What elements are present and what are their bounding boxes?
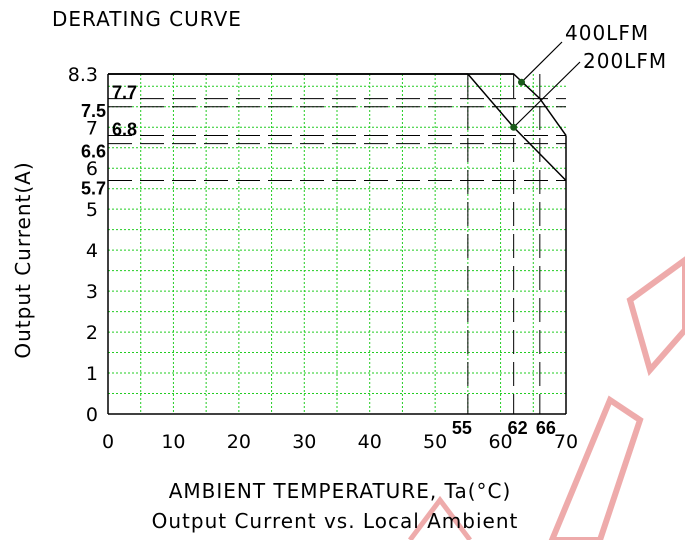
reference-label-y: 7.7	[112, 83, 137, 103]
x-tick-label: 70	[554, 431, 578, 453]
legend-callouts: 400LFM 200LFM	[510, 21, 667, 131]
callout-leader-200lfm	[513, 61, 581, 128]
y-tick-label: 1	[86, 363, 98, 385]
reference-label-y: 6.6	[81, 142, 106, 162]
watermark-shape	[548, 395, 644, 540]
watermark-shape	[626, 256, 685, 377]
reference-label-x: 55	[452, 418, 472, 438]
derating-curves	[108, 73, 567, 182]
callout-dot-200lfm	[510, 123, 518, 131]
callout-leader-400lfm	[521, 41, 563, 83]
y-tick-label: 3	[86, 281, 98, 303]
y-tick-label: 5	[86, 199, 98, 221]
reference-label-y: 7.5	[81, 101, 106, 121]
watermark	[408, 256, 685, 540]
x-tick-label: 40	[358, 431, 382, 453]
y-tick-label: 4	[86, 240, 98, 262]
legend-label-400lfm: 400LFM	[565, 21, 649, 45]
y-tick-label: 7	[86, 117, 98, 139]
x-tick-label: 50	[423, 431, 447, 453]
chart-subtitle: Output Current vs. Local Ambient	[152, 509, 519, 533]
series-line-200lfm	[108, 73, 567, 182]
y-tick-label: 2	[86, 322, 98, 344]
chart-title: DERATING CURVE	[52, 7, 242, 31]
reference-label-y: 6.8	[112, 119, 137, 139]
x-tick-label: 0	[102, 431, 114, 453]
x-tick-label: 20	[227, 431, 251, 453]
legend-label-200lfm: 200LFM	[583, 49, 667, 73]
x-tick-label: 10	[161, 431, 185, 453]
x-axis-label: AMBIENT TEMPERATURE, Ta(°C)	[169, 479, 512, 503]
y-tick-label: 0	[86, 404, 98, 426]
reference-lines	[108, 74, 566, 414]
reference-label-x: 62	[508, 418, 528, 438]
watermark-shape	[408, 495, 472, 540]
reference-label-y: 5.7	[81, 179, 106, 199]
reference-labels: 7.77.56.86.65.755 62 66	[81, 83, 556, 438]
grid-lines	[108, 74, 566, 414]
y-tick-label: 6	[86, 158, 98, 180]
reference-label-x: 66	[536, 418, 556, 438]
callout-dot-400lfm	[518, 78, 526, 86]
y-tick-label: 8.3	[68, 64, 98, 86]
tick-labels: 0 10 20 30 40 50 60 70 0 1 2 3 4 5 6 7 8.3	[68, 64, 578, 453]
y-axis-label: Output Current(A)	[11, 161, 35, 358]
x-tick-label: 60	[488, 431, 512, 453]
x-tick-label: 30	[292, 431, 316, 453]
